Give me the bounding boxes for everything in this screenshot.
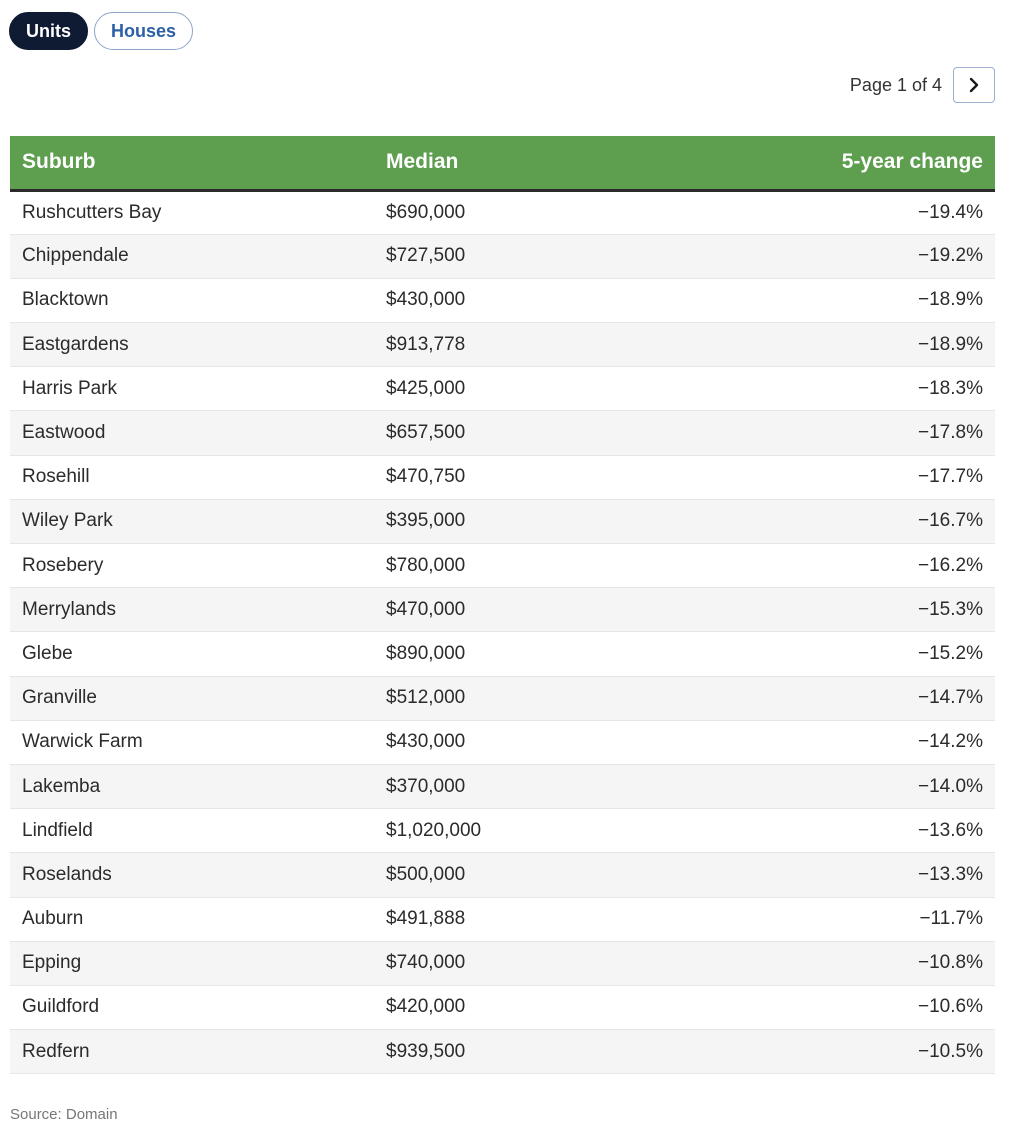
table-header-row: Suburb Median 5-year change [10,136,995,192]
median-cell: $470,750 [374,455,674,500]
median-cell: $690,000 [374,190,674,235]
median-cell: $491,888 [374,897,674,942]
median-cell: $430,000 [374,278,674,324]
change-cell: −13.3% [674,852,995,898]
table-row: Granville $512,000 −14.7% [10,676,995,721]
suburb-cell: Epping [10,941,374,986]
change-cell: −18.3% [674,366,995,412]
median-cell: $780,000 [374,543,674,589]
change-cell: −13.6% [674,808,995,854]
median-cell: $395,000 [374,499,674,545]
change-cell: −18.9% [674,322,995,368]
table-row: Wiley Park $395,000 −16.7% [10,499,995,545]
suburb-cell: Lindfield [10,808,374,854]
median-cell: $500,000 [374,852,674,898]
suburb-cell: Merrylands [10,587,374,633]
suburb-cell: Chippendale [10,234,374,279]
change-cell: −10.6% [674,985,995,1031]
table-row: Rosehill $470,750 −17.7% [10,455,995,500]
change-cell: −14.2% [674,720,995,765]
table-row: Rosebery $780,000 −16.2% [10,543,995,589]
median-cell: $939,500 [374,1029,674,1075]
column-header-change[interactable]: 5-year change [674,136,995,192]
suburb-cell: Eastgardens [10,322,374,368]
suburb-cell: Redfern [10,1029,374,1075]
table-row: Auburn $491,888 −11.7% [10,897,995,942]
table-row: Blacktown $430,000 −18.9% [10,278,995,324]
change-cell: −16.2% [674,543,995,589]
suburb-cell: Blacktown [10,278,374,324]
table-row: Redfern $939,500 −10.5% [10,1029,995,1075]
median-cell: $740,000 [374,941,674,986]
change-cell: −15.2% [674,631,995,677]
table-row: Guildford $420,000 −10.6% [10,985,995,1031]
suburb-cell: Eastwood [10,410,374,456]
property-type-toggle: Units Houses [9,12,194,50]
table-row: Epping $740,000 −10.8% [10,941,995,986]
change-cell: −11.7% [674,897,995,942]
suburb-table: Suburb Median 5-year change Rushcutters … [10,136,995,1075]
table-row: Warwick Farm $430,000 −14.2% [10,720,995,765]
suburb-cell: Glebe [10,631,374,677]
change-cell: −10.8% [674,941,995,986]
source-note: Source: Domain [10,1106,118,1123]
suburb-cell: Rushcutters Bay [10,190,374,235]
table-row: Eastwood $657,500 −17.8% [10,410,995,456]
suburb-cell: Guildford [10,985,374,1031]
median-cell: $657,500 [374,410,674,456]
table-row: Harris Park $425,000 −18.3% [10,366,995,412]
change-cell: −16.7% [674,499,995,545]
column-header-suburb[interactable]: Suburb [10,136,374,192]
suburb-cell: Harris Park [10,366,374,412]
change-cell: −17.8% [674,410,995,456]
column-header-median[interactable]: Median [374,136,674,192]
median-cell: $512,000 [374,676,674,721]
median-cell: $425,000 [374,366,674,412]
table-row: Glebe $890,000 −15.2% [10,631,995,677]
median-cell: $420,000 [374,985,674,1031]
median-cell: $370,000 [374,764,674,810]
median-cell: $913,778 [374,322,674,368]
table-row: Merrylands $470,000 −15.3% [10,587,995,633]
houses-toggle-button[interactable]: Houses [94,12,194,50]
suburb-cell: Wiley Park [10,499,374,545]
pagination: Page 1 of 4 [850,67,995,103]
median-cell: $430,000 [374,720,674,765]
suburb-cell: Lakemba [10,764,374,810]
next-page-button[interactable] [953,67,995,103]
table-row: Rushcutters Bay $690,000 −19.4% [10,190,995,235]
table-body: Rushcutters Bay $690,000 −19.4% Chippendale… [10,190,995,1075]
page-indicator: Page 1 of 4 [849,74,942,95]
suburb-cell: Warwick Farm [10,720,374,765]
suburb-cell: Rosehill [10,455,374,500]
table-row: Lakemba $370,000 −14.0% [10,764,995,810]
change-cell: −14.0% [674,764,995,810]
median-cell: $890,000 [374,631,674,677]
table-row: Chippendale $727,500 −19.2% [10,234,995,279]
median-cell: $1,020,000 [374,808,674,854]
table-row: Roselands $500,000 −13.3% [10,852,995,898]
suburb-cell: Auburn [10,897,374,942]
change-cell: −15.3% [674,587,995,633]
change-cell: −19.2% [674,234,995,279]
change-cell: −19.4% [674,190,995,235]
change-cell: −14.7% [674,676,995,721]
suburb-cell: Granville [10,676,374,721]
suburb-table-container: Suburb Median 5-year change Rushcutters … [10,136,995,1075]
change-cell: −17.7% [674,455,995,500]
units-toggle-button[interactable]: Units [9,12,88,50]
median-cell: $727,500 [374,234,674,279]
chevron-right-icon [969,77,979,93]
change-cell: −18.9% [674,278,995,324]
table-row: Eastgardens $913,778 −18.9% [10,322,995,368]
suburb-cell: Roselands [10,852,374,898]
change-cell: −10.5% [674,1029,995,1075]
table-row: Lindfield $1,020,000 −13.6% [10,808,995,854]
suburb-cell: Rosebery [10,543,374,589]
median-cell: $470,000 [374,587,674,633]
